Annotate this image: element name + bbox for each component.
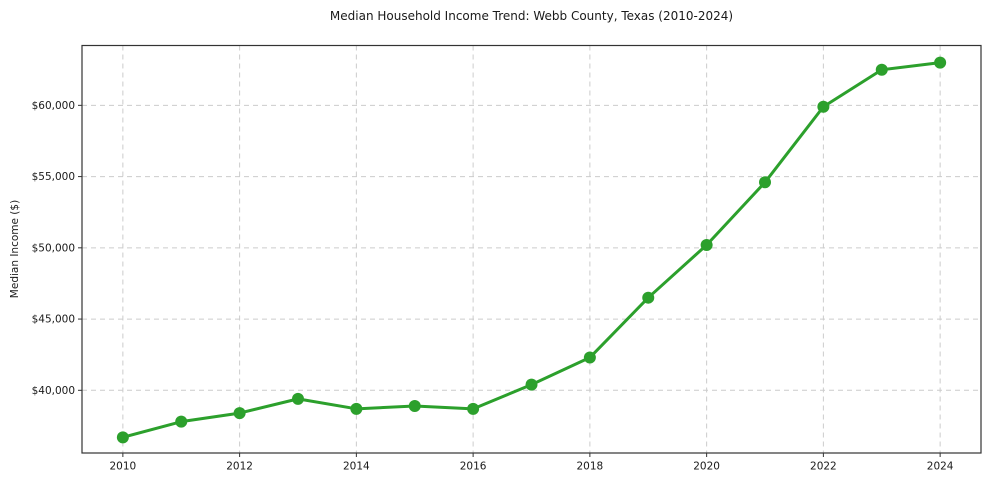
x-tick-label: 2024 [927,461,954,473]
x-tick-label: 2012 [226,461,253,473]
data-point-2014 [350,402,363,415]
data-point-2022 [817,100,830,113]
data-point-2010 [116,431,129,444]
x-tick-label: 2018 [577,461,604,473]
x-tick-label: 2010 [109,461,136,473]
data-point-2012 [233,407,246,420]
x-tick-label: 2020 [693,461,720,473]
chart-title: Median Household Income Trend: Webb Coun… [329,9,734,23]
y-tick-label: $40,000 [32,385,75,397]
plot-frame [81,44,982,454]
data-point-2023 [875,63,888,76]
x-tick-label: 2016 [460,461,487,473]
x-tick-label: 2014 [343,461,370,473]
data-point-2021 [759,176,772,189]
data-point-2016 [467,402,480,415]
y-tick-label: $50,000 [32,242,75,254]
data-point-2018 [583,351,596,364]
x-tick-label: 2022 [810,461,837,473]
y-tick-label: $55,000 [32,171,75,183]
data-point-2011 [175,415,188,428]
data-point-2013 [291,392,304,405]
data-point-2017 [525,378,538,391]
y-tick-label: $45,000 [32,314,75,326]
y-tick-label: $60,000 [32,100,75,112]
data-point-2020 [700,238,713,251]
data-point-2019 [642,291,655,304]
data-point-2024 [934,56,947,69]
data-point-2015 [408,399,421,412]
